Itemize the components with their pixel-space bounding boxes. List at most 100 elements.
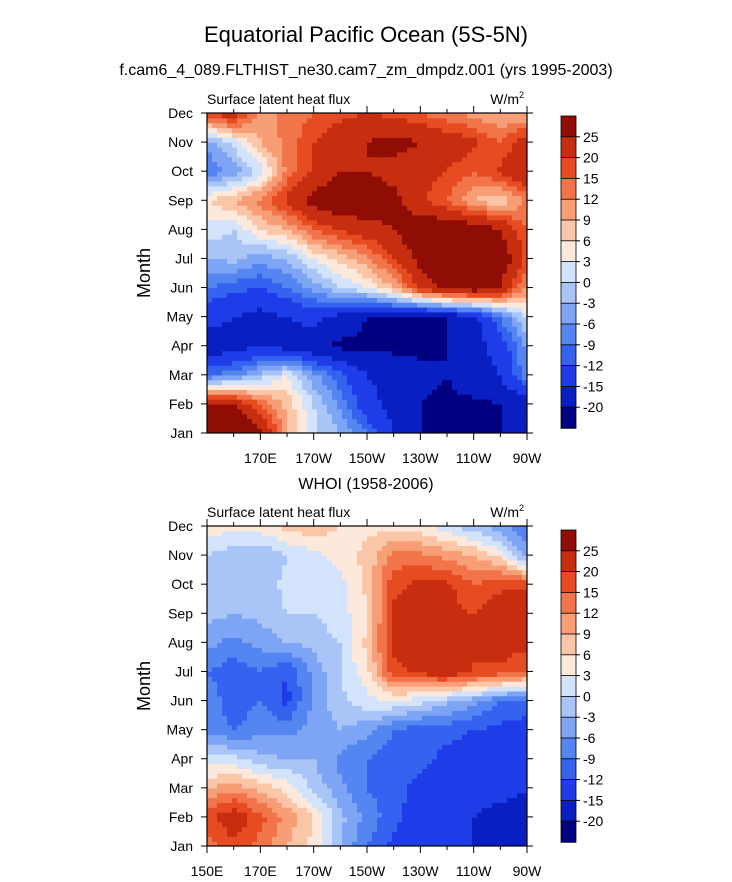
heatmap-cell [437, 219, 443, 226]
heatmap-cell [427, 311, 433, 318]
heatmap-cell [237, 326, 243, 332]
heatmap-cell [427, 190, 433, 197]
heatmap-cell [442, 243, 448, 250]
heatmap-cell [452, 389, 458, 395]
heatmap-cell [477, 185, 483, 192]
heatmap-cell [432, 350, 438, 357]
heatmap-cell [292, 408, 298, 415]
heatmap-cell [312, 360, 318, 366]
heatmap-cell [247, 205, 253, 211]
heatmap-cell [352, 821, 358, 828]
heatmap-cell [317, 292, 323, 298]
heatmap-cell [397, 176, 403, 182]
heatmap-cell [517, 205, 523, 211]
heatmap-cell [252, 826, 258, 833]
heatmap-cell [512, 253, 518, 260]
heatmap-cell [437, 355, 443, 361]
heatmap-cell [487, 345, 493, 352]
heatmap-cell [327, 122, 333, 129]
heatmap-cell [327, 384, 333, 390]
heatmap-cell [342, 399, 348, 405]
heatmap-cell [472, 841, 478, 846]
heatmap-cell [252, 273, 258, 279]
heatmap-cell [312, 214, 318, 221]
heatmap-cell [417, 423, 423, 429]
heatmap-cell [472, 195, 478, 201]
heatmap-cell [357, 355, 363, 361]
heatmap-cell [292, 273, 298, 279]
heatmap-cell [467, 195, 473, 201]
heatmap-cell [407, 282, 413, 289]
heatmap-cell [292, 253, 298, 260]
heatmap-cell [232, 345, 238, 352]
heatmap-cell [282, 122, 288, 129]
heatmap-cell [287, 423, 293, 429]
heatmap-cell [452, 360, 458, 366]
heatmap-cell [277, 229, 283, 235]
heatmap-cell [252, 428, 258, 433]
heatmap-cell [282, 113, 288, 119]
heatmap-cell [497, 423, 503, 429]
heatmap-cell [457, 224, 463, 230]
heatmap-cell [367, 161, 373, 167]
heatmap-cell [217, 355, 223, 361]
heatmap-cell [447, 807, 453, 813]
heatmap-cell [432, 253, 438, 260]
heatmap-cell [307, 408, 313, 415]
heatmap-cell [292, 185, 298, 192]
heatmap-cell [292, 268, 298, 274]
heatmap-cell [412, 350, 418, 357]
heatmap-cell [382, 132, 388, 138]
heatmap-cell [262, 200, 268, 206]
heatmap-cell [457, 190, 463, 197]
heatmap-cell [397, 403, 403, 410]
heatmap-cell [227, 821, 233, 828]
heatmap-cell [227, 797, 233, 803]
heatmap-cell [287, 117, 293, 124]
heatmap-cell [292, 166, 298, 172]
heatmap-cell [347, 166, 353, 172]
heatmap-cell [392, 190, 398, 197]
heatmap-cell [237, 268, 243, 274]
colorbar-swatch [560, 323, 577, 346]
heatmap-cell [367, 268, 373, 274]
heatmap-cell [517, 166, 523, 172]
heatmap-cell [467, 234, 473, 240]
heatmap-cell [482, 816, 488, 823]
heatmap-cell [297, 258, 303, 264]
heatmap-cell [327, 180, 333, 187]
heatmap-cell [227, 413, 233, 420]
heatmap-cell [372, 180, 378, 187]
heatmap-cell [207, 282, 213, 289]
heatmap-cell [477, 132, 483, 138]
heatmap-cell [222, 792, 228, 799]
heatmap-cell [472, 389, 478, 395]
heatmap-cell [482, 273, 488, 279]
heatmap-cell [242, 219, 248, 226]
heatmap-cell [217, 219, 223, 226]
heatmap-cell [327, 146, 333, 153]
heatmap-cell [257, 797, 263, 803]
heatmap-cell [317, 151, 323, 158]
heatmap-cell [257, 219, 263, 226]
heatmap-cell [272, 263, 278, 269]
heatmap-cell [502, 132, 508, 138]
heatmap-cell [237, 166, 243, 172]
heatmap-cell [382, 423, 388, 429]
heatmap-cell [447, 379, 453, 386]
heatmap-cell [392, 374, 398, 381]
heatmap-cell [432, 273, 438, 279]
heatmap-cell [242, 263, 248, 269]
heatmap-cell [412, 812, 418, 818]
heatmap-cell [422, 180, 428, 187]
heatmap-cell [247, 394, 253, 400]
heatmap-cell [367, 263, 373, 269]
heatmap-cell [487, 413, 493, 420]
heatmap-cell [307, 185, 313, 192]
heatmap-cell [212, 841, 218, 846]
heatmap-cell [217, 292, 223, 298]
heatmap-cell [487, 399, 493, 405]
heatmap-cell [297, 355, 303, 361]
heatmap-cell [217, 205, 223, 211]
heatmap-cell [377, 384, 383, 390]
